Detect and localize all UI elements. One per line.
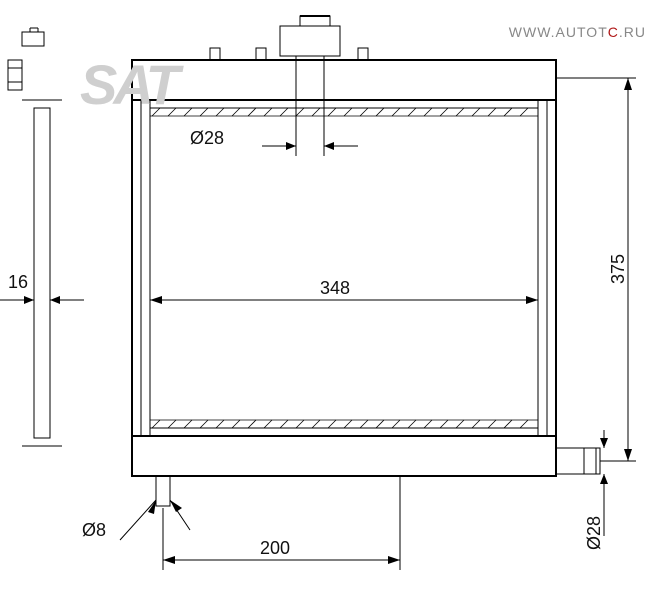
watermark-a: A	[556, 24, 566, 40]
dim-dia28-top	[262, 56, 358, 156]
watermark: WWW.AUTOTC.RU	[509, 24, 646, 40]
dim-dia28-right-label: Ø28	[584, 516, 605, 550]
dim-16-label: 16	[8, 272, 28, 293]
watermark-prefix: WWW.	[509, 24, 556, 40]
drawing-svg	[0, 0, 654, 600]
dim-200-label: 200	[260, 538, 290, 559]
dim-dia8-label: Ø8	[82, 520, 106, 541]
watermark-uto: UTO	[566, 24, 598, 40]
dim-dia8	[120, 500, 190, 540]
watermark-c: C	[608, 24, 619, 40]
watermark-t: T	[598, 24, 608, 40]
front-view	[132, 16, 600, 523]
watermark-suffix: .RU	[619, 24, 646, 40]
dim-375-label: 375	[608, 254, 629, 284]
dim-dia28-top-label: Ø28	[190, 128, 224, 149]
dim-348-label: 348	[320, 278, 350, 299]
technical-drawing	[0, 0, 654, 600]
side-view	[0, 28, 84, 498]
